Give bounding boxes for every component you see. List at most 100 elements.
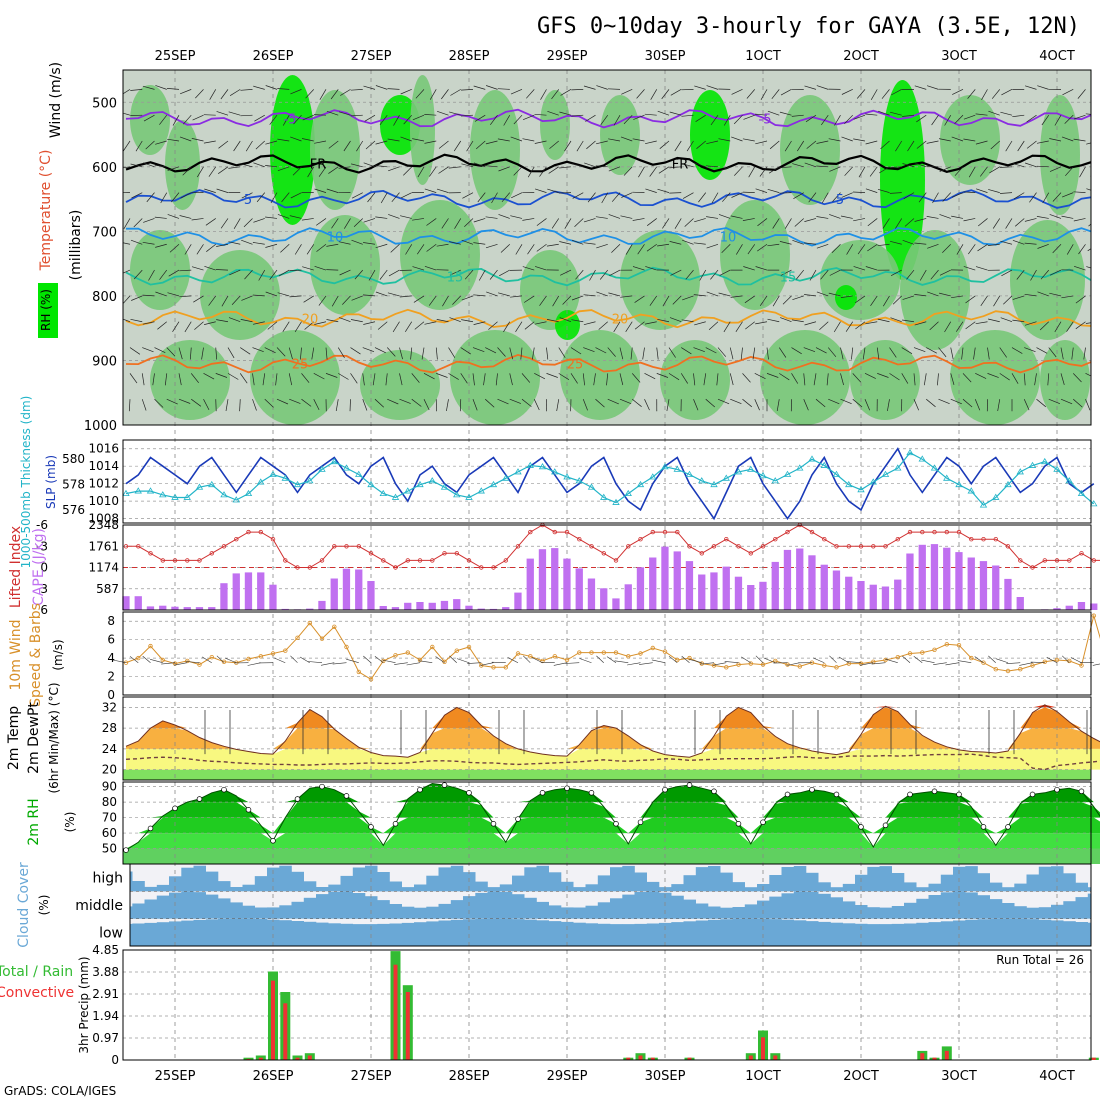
rh-patch (555, 310, 580, 340)
cloud-frame (129, 863, 1092, 947)
wind-barb (1060, 398, 1073, 405)
surface-wind-barb (988, 655, 996, 663)
wind-barb (717, 347, 727, 357)
wind-barb (485, 140, 498, 145)
wind-barb (559, 317, 572, 323)
wind-barb (759, 166, 768, 177)
surface-wind-barb (681, 655, 690, 663)
wind-barb (1012, 319, 1025, 323)
wind-barb (252, 399, 257, 411)
wind-barb (539, 295, 547, 306)
wind-speed-marker (221, 659, 227, 664)
wind-barb (914, 294, 927, 297)
surface-wind-barb (161, 662, 176, 665)
wind-barb (403, 114, 413, 125)
wind-barb (196, 244, 204, 255)
wind-barb (1041, 114, 1050, 126)
cloud-cell (597, 902, 611, 919)
wind-barb (951, 295, 964, 299)
wind-barb (229, 89, 241, 96)
thickness-tick-label: 580 (62, 452, 85, 466)
wind-barb (350, 89, 363, 91)
wind-barb (632, 138, 645, 142)
rh-legend-swatch (38, 283, 58, 338)
wind-barb (630, 347, 633, 360)
wind-barb (1037, 243, 1049, 249)
wind-barb (123, 166, 131, 169)
wind-barb (335, 399, 339, 412)
wind-barb (710, 269, 719, 280)
cloud-cell (169, 876, 182, 892)
cloud-cell (634, 923, 647, 946)
date-label-top: 26SEP (253, 49, 294, 64)
wind-barb (441, 218, 449, 229)
wind-barb (1073, 191, 1086, 193)
date-label-top: 28SEP (449, 49, 490, 64)
wind-barb (253, 162, 265, 168)
wind-barb (498, 214, 510, 219)
wind-barb (265, 85, 278, 90)
cloud-cell (1063, 901, 1076, 919)
wind-barb (865, 113, 878, 116)
wind-barb (939, 292, 951, 297)
wind-barb (729, 373, 734, 386)
wind-barb (844, 114, 854, 125)
upper-air-ylabel-temp: Temperature (°C) (38, 150, 54, 272)
wind-barb (756, 243, 768, 252)
cape-bar (722, 566, 730, 610)
wind-barb (135, 140, 143, 152)
wind-barb (436, 373, 448, 378)
wind-barb (252, 321, 265, 325)
wind-barb (754, 373, 766, 380)
wind-barb (682, 192, 694, 199)
cloud-cell (181, 920, 194, 946)
wind-barb (853, 218, 866, 222)
thickness-marker (514, 468, 522, 475)
wind-barb (558, 373, 570, 380)
wind-barb (290, 192, 302, 199)
wind-speed-marker (344, 644, 349, 650)
wind-barb (546, 243, 559, 247)
wind-barb (515, 244, 523, 255)
wind-barb (252, 294, 265, 297)
cloud-cell (842, 923, 856, 946)
wind-barb (954, 166, 964, 176)
wind-barb (258, 269, 266, 281)
wind-barb (632, 218, 645, 221)
wind-barb (650, 89, 658, 100)
surface-wind-barb (921, 659, 935, 664)
cape-bar (330, 578, 338, 610)
wind-barb (856, 89, 866, 99)
cloud-cell (891, 906, 905, 919)
wind-barb (521, 373, 531, 383)
rh2m-tick-label: 50 (102, 842, 117, 856)
wind-barb (1049, 269, 1062, 276)
surface-wind-barb (247, 662, 261, 666)
cloud-cell (414, 907, 427, 919)
cloud-cell (426, 875, 439, 892)
thickness-marker (881, 470, 890, 477)
wind-barb (1073, 398, 1083, 408)
wind-barb (460, 373, 468, 384)
wind-barb (571, 163, 584, 168)
surface-wind-barb (406, 662, 421, 666)
wind-barb (328, 140, 339, 149)
cape-bar (220, 583, 228, 610)
cloud-cell (156, 884, 170, 892)
wind-barb (840, 215, 853, 219)
thickness-marker (330, 457, 338, 465)
cloud-cell (352, 924, 366, 946)
thickness-marker (918, 455, 926, 462)
li-marker (736, 544, 741, 549)
wind-barb (760, 89, 768, 100)
cloud-cell (965, 866, 978, 892)
wind-speed-marker (528, 654, 533, 659)
wind-barb (693, 399, 699, 411)
li-tick-label: -3 (36, 539, 48, 553)
wind-barb (693, 242, 706, 245)
wind-barb (879, 166, 890, 174)
wind-barb (965, 321, 976, 330)
wind-barb (791, 347, 802, 355)
wind-barb (337, 347, 345, 358)
surface-wind-barb (885, 658, 898, 664)
